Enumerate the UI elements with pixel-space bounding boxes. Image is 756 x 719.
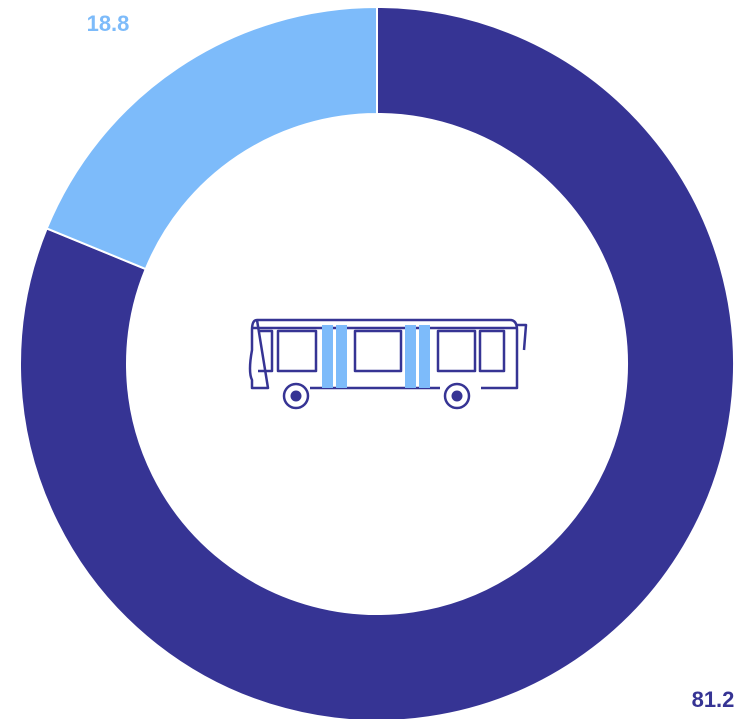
bus-icon [248, 318, 528, 410]
bus-doors [322, 325, 430, 388]
donut-slices [19, 5, 735, 719]
donut-slice-1 [45, 5, 378, 271]
slice-label-primary: 81.2 [692, 687, 735, 712]
donut-slice-0 [19, 5, 735, 719]
slice-label-secondary: 18.8 [87, 11, 130, 36]
